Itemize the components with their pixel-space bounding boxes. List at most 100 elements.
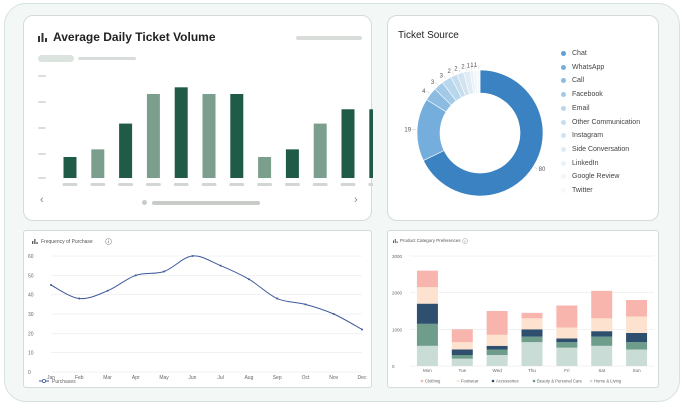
- ticket-volume-card: Average Daily Ticket Volume ‹ ›: [23, 15, 373, 221]
- data-point: [304, 303, 307, 306]
- legend-label: LinkedIn: [572, 159, 599, 167]
- legend-item[interactable]: Email: [561, 104, 590, 112]
- purchase-line-chart: 0 10 20 30 40 50 60 Jan Feb Mar Apr May Jun Jul Aug Se…: [28, 254, 367, 385]
- stack-segment: [451, 342, 473, 350]
- legend-label: Facebook: [572, 91, 603, 99]
- slice-label: 2: [461, 65, 465, 71]
- stack-segment: [486, 334, 508, 346]
- legend-item[interactable]: WhatsApp: [561, 64, 604, 71]
- ticket-bar: [202, 94, 216, 178]
- data-point: [163, 270, 166, 273]
- stack-segment: [591, 336, 613, 346]
- legend-item[interactable]: LinkedIn: [561, 159, 599, 167]
- legend-label: Home & Living: [594, 379, 622, 384]
- legend-dot: [561, 78, 566, 84]
- stack-segment: [556, 347, 578, 366]
- y-tick-label: 50: [28, 273, 34, 279]
- x-label-placeholder: [90, 183, 106, 186]
- slice-label: 1: [474, 63, 478, 69]
- legend-item[interactable]: Other Communication: [561, 119, 640, 126]
- scroll-dot[interactable]: [142, 200, 147, 205]
- x-tick-label: Feb: [75, 375, 84, 381]
- slice-label: 19: [404, 127, 411, 133]
- ticket-volume-chart: [38, 75, 373, 186]
- legend-marker: [491, 379, 495, 383]
- slice-label: 80: [539, 167, 546, 173]
- slice-leader: [534, 166, 538, 170]
- legend-item[interactable]: Side Conversation: [561, 146, 629, 153]
- stack-segment: [486, 355, 508, 366]
- stack-segment: [486, 349, 508, 355]
- x-tick-label: Sep: [273, 375, 282, 381]
- x-tick-label: Nov: [329, 375, 338, 381]
- x-label-placeholder: [62, 183, 78, 186]
- x-tick-label: Jun: [188, 375, 196, 381]
- purchase-frequency-card: Frequency of Purchase 0 10 20 30 40 50 60 Jan F…: [23, 230, 372, 388]
- horizontal-scrollbar[interactable]: [152, 201, 260, 205]
- slice-leader: [458, 68, 461, 73]
- y-tick-placeholder: [38, 177, 46, 179]
- legend-dot: [561, 160, 566, 166]
- bar-chart-icon: [393, 239, 398, 243]
- data-point: [247, 278, 250, 281]
- y-tick-label: 0: [392, 364, 395, 369]
- stack-segment: [451, 349, 473, 355]
- slice-leader: [465, 66, 467, 71]
- x-tick-label: Wed: [493, 368, 503, 373]
- ticket-bar: [91, 149, 105, 178]
- slice-label: 2: [448, 69, 452, 75]
- x-label-placeholder: [229, 183, 245, 186]
- stack-segment: [556, 342, 578, 348]
- chevron-right-icon[interactable]: ›: [354, 194, 358, 206]
- legend-label: Chat: [572, 50, 587, 57]
- ticket-source-title: Ticket Source: [398, 30, 459, 41]
- legend-dot: [561, 119, 566, 125]
- stack-segment: [416, 323, 438, 346]
- legend-item[interactable]: Instagram: [561, 132, 603, 139]
- category-stacked-chart: 0 1000 2000 3000 Mon Tue Wed Thu Fri Sat Sun Clot…: [392, 254, 654, 384]
- slice-leader: [426, 90, 430, 94]
- x-tick-label: Sun: [633, 368, 642, 373]
- legend-item[interactable]: Facebook: [561, 91, 603, 99]
- legend-item[interactable]: Call: [561, 77, 585, 85]
- legend-label: Email: [572, 104, 590, 112]
- legend-label: Call: [572, 77, 585, 85]
- legend-item[interactable]: Twitter: [561, 187, 593, 194]
- stack-segment: [556, 327, 578, 339]
- slice-label: 4: [422, 89, 426, 95]
- stack-segment: [416, 287, 438, 304]
- legend-dot: [561, 51, 566, 56]
- data-point: [361, 328, 363, 331]
- donut-slice: [422, 69, 544, 197]
- ticket-bar: [285, 149, 299, 178]
- data-point: [134, 274, 137, 277]
- y-tick-label: 0: [28, 370, 31, 376]
- legend-dot: [561, 146, 566, 152]
- ticket-bar: [230, 94, 244, 178]
- stack-segment: [626, 300, 648, 317]
- slice-label: 2: [454, 66, 458, 72]
- purchase-frequency-title: Frequency of Purchase: [41, 239, 93, 245]
- legend-marker: [589, 379, 593, 383]
- legend-item[interactable]: Google Review: [561, 173, 620, 181]
- placeholder-pill: [38, 55, 74, 62]
- stack-segment: [521, 342, 543, 366]
- data-point: [219, 264, 222, 267]
- x-tick-label: Aug: [244, 375, 253, 381]
- x-tick-label: May: [159, 375, 169, 381]
- ticket-bar: [369, 109, 373, 178]
- info-icon[interactable]: [462, 238, 468, 244]
- stack-segment: [626, 316, 648, 333]
- y-tick-label: 20: [28, 331, 34, 337]
- y-tick-label: 30: [28, 312, 34, 318]
- x-label-placeholder: [145, 183, 161, 186]
- legend-label: Beauty & Personal Care: [537, 379, 583, 384]
- x-label-placeholder: [173, 183, 189, 186]
- x-tick-label: Apr: [132, 375, 140, 381]
- info-icon[interactable]: [105, 238, 112, 245]
- legend-label: Google Review: [572, 173, 620, 181]
- legend-item[interactable]: Chat: [561, 50, 587, 57]
- bar-chart-icon: [38, 33, 47, 42]
- ticket-bar: [119, 123, 133, 178]
- chevron-left-icon[interactable]: ‹: [40, 194, 44, 206]
